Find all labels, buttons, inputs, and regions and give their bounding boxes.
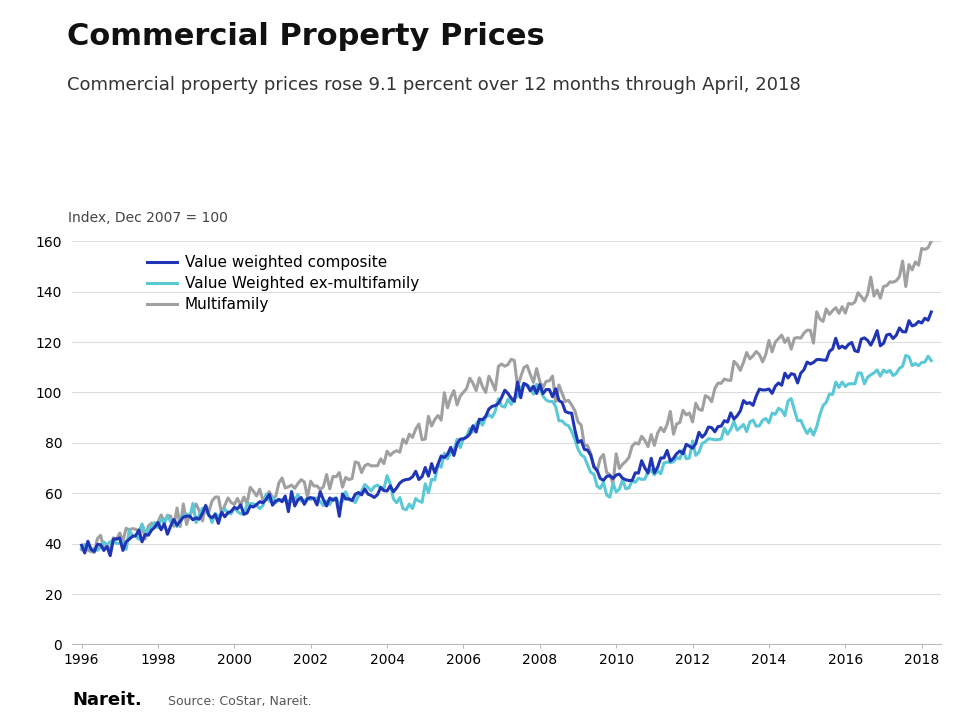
Value Weighted ex-multifamily	[925, 356, 937, 365]
Value weighted composite	[925, 307, 937, 316]
Value weighted composite	[279, 492, 291, 500]
Value Weighted ex-multifamily	[149, 518, 160, 527]
Text: Commercial property prices rose 9.1 percent over 12 months through April, 2018: Commercial property prices rose 9.1 perc…	[67, 76, 801, 94]
Multifamily	[76, 545, 87, 554]
Multifamily	[279, 484, 291, 492]
Value Weighted ex-multifamily	[528, 390, 540, 399]
Value weighted composite	[105, 552, 116, 560]
Value weighted composite	[149, 523, 160, 531]
Multifamily	[925, 237, 937, 246]
Multifamily	[766, 348, 778, 356]
Text: Commercial Property Prices: Commercial Property Prices	[67, 22, 545, 50]
Value weighted composite	[528, 382, 540, 390]
Value Weighted ex-multifamily	[598, 478, 610, 487]
Line: Value Weighted ex-multifamily: Value Weighted ex-multifamily	[82, 356, 931, 551]
Value weighted composite	[366, 491, 377, 500]
Value Weighted ex-multifamily	[366, 487, 377, 495]
Multifamily	[149, 522, 160, 531]
Value Weighted ex-multifamily	[279, 496, 291, 505]
Value Weighted ex-multifamily	[766, 409, 778, 418]
Line: Value weighted composite: Value weighted composite	[82, 312, 931, 556]
Line: Multifamily: Multifamily	[82, 241, 931, 552]
Value Weighted ex-multifamily	[76, 544, 87, 553]
Value Weighted ex-multifamily	[900, 351, 912, 360]
Multifamily	[528, 378, 540, 387]
Text: Source: CoStar, Nareit.: Source: CoStar, Nareit.	[168, 695, 312, 708]
Value weighted composite	[766, 389, 778, 397]
Text: Nareit.: Nareit.	[72, 691, 142, 709]
Text: Index, Dec 2007 = 100: Index, Dec 2007 = 100	[67, 211, 228, 225]
Value Weighted ex-multifamily	[92, 546, 104, 555]
Multifamily	[88, 548, 100, 557]
Multifamily	[366, 462, 377, 470]
Multifamily	[598, 450, 610, 459]
Legend: Value weighted composite, Value Weighted ex-multifamily, Multifamily: Value weighted composite, Value Weighted…	[140, 249, 425, 318]
Value weighted composite	[76, 541, 87, 549]
Value weighted composite	[598, 476, 610, 485]
